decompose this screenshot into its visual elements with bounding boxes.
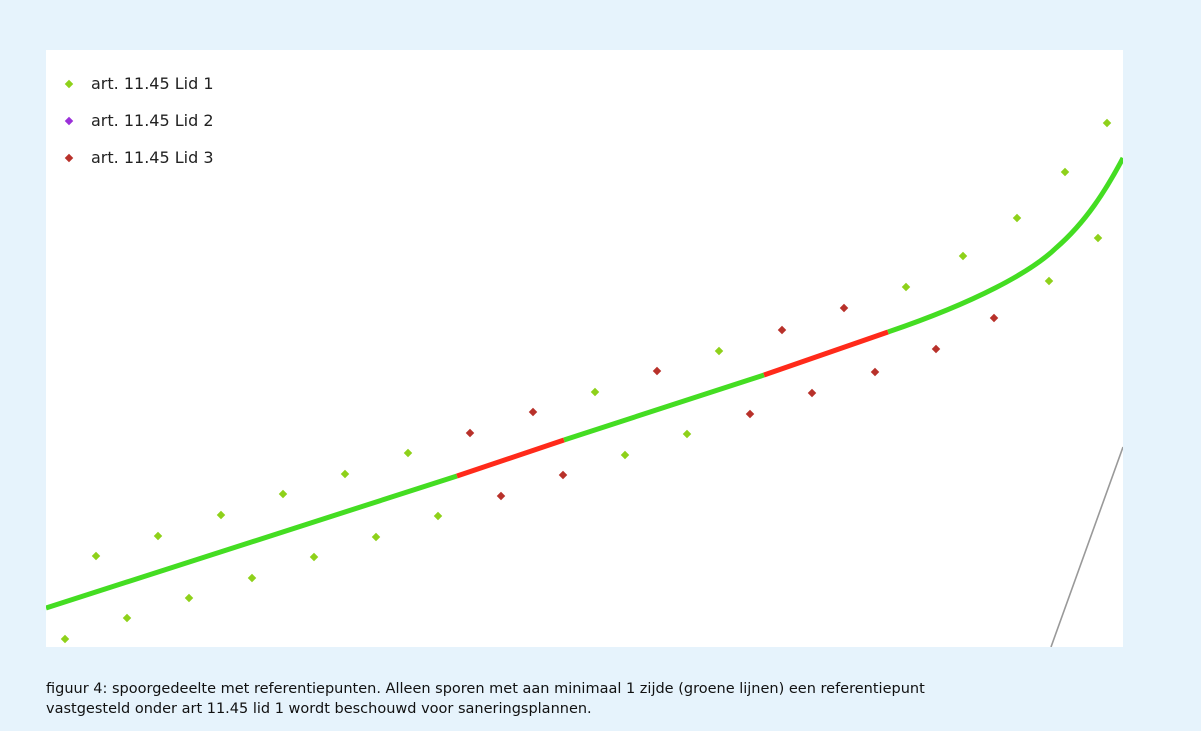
reference-points-upper (91, 118, 1112, 561)
reference-point-lid3 (807, 388, 817, 398)
reference-point-lid3 (989, 313, 999, 323)
legend: art. 11.45 Lid 1 art. 11.45 Lid 2 art. 1… (62, 65, 214, 176)
figure-caption: figuur 4: spoorgedeelte met referentiepu… (46, 679, 1166, 719)
reference-point-lid1 (620, 450, 630, 460)
legend-item-lid3: art. 11.45 Lid 3 (62, 139, 214, 176)
reference-point-lid3 (558, 470, 568, 480)
reference-point-lid3 (652, 366, 662, 376)
reference-point-lid3 (528, 407, 538, 417)
diamond-icon (64, 153, 74, 162)
legend-item-lid1: art. 11.45 Lid 1 (62, 65, 214, 102)
reference-point-lid1 (1102, 118, 1112, 128)
reference-point-lid3 (839, 303, 849, 313)
reference-point-lid1 (153, 531, 163, 541)
reference-point-lid3 (745, 409, 755, 419)
reference-point-lid1 (340, 469, 350, 479)
reference-point-lid1 (278, 489, 288, 499)
reference-point-lid3 (931, 344, 941, 354)
caption-line: vastgesteld onder art 11.45 lid 1 wordt … (46, 701, 592, 717)
reference-point-lid1 (371, 532, 381, 542)
reference-point-lid3 (777, 325, 787, 335)
reference-point-lid3 (870, 367, 880, 377)
track-segment-green-1 (46, 473, 458, 611)
legend-item-lid2: art. 11.45 Lid 2 (62, 102, 214, 139)
legend-label: art. 11.45 Lid 1 (91, 74, 214, 93)
reference-point-lid1 (403, 448, 413, 458)
track-segment-red-2 (763, 329, 889, 378)
reference-point-lid1 (1093, 233, 1103, 243)
reference-point-lid3 (496, 491, 506, 501)
legend-label: art. 11.45 Lid 3 (91, 148, 214, 167)
reference-points-lower (60, 233, 1103, 644)
reference-point-lid1 (216, 510, 226, 520)
reference-point-lid1 (1044, 276, 1054, 286)
reference-point-lid1 (1012, 213, 1022, 223)
reference-point-lid1 (184, 593, 194, 603)
reference-point-lid1 (901, 282, 911, 292)
reference-point-lid1 (958, 251, 968, 261)
other-line (1050, 446, 1123, 647)
figure-map: art. 11.45 Lid 1 art. 11.45 Lid 2 art. 1… (46, 50, 1123, 647)
track-segment-green-2 (563, 372, 765, 443)
reference-point-lid1 (682, 429, 692, 439)
track-map (46, 118, 1123, 647)
diamond-icon (64, 79, 74, 88)
track-segment-green-3 (887, 156, 1123, 335)
reference-point-lid1 (309, 552, 319, 562)
reference-point-lid1 (122, 613, 132, 623)
reference-point-lid1 (590, 387, 600, 397)
reference-point-lid1 (714, 346, 724, 356)
reference-point-lid1 (433, 511, 443, 521)
track-segment-red-1 (456, 437, 565, 479)
reference-point-lid1 (247, 573, 257, 583)
reference-point-lid1 (1060, 167, 1070, 177)
reference-point-lid3 (465, 428, 475, 438)
diamond-icon (64, 116, 74, 125)
reference-point-lid1 (60, 634, 70, 644)
caption-line: figuur 4: spoorgedeelte met referentiepu… (46, 681, 925, 697)
legend-label: art. 11.45 Lid 2 (91, 111, 214, 130)
reference-point-lid1 (91, 551, 101, 561)
